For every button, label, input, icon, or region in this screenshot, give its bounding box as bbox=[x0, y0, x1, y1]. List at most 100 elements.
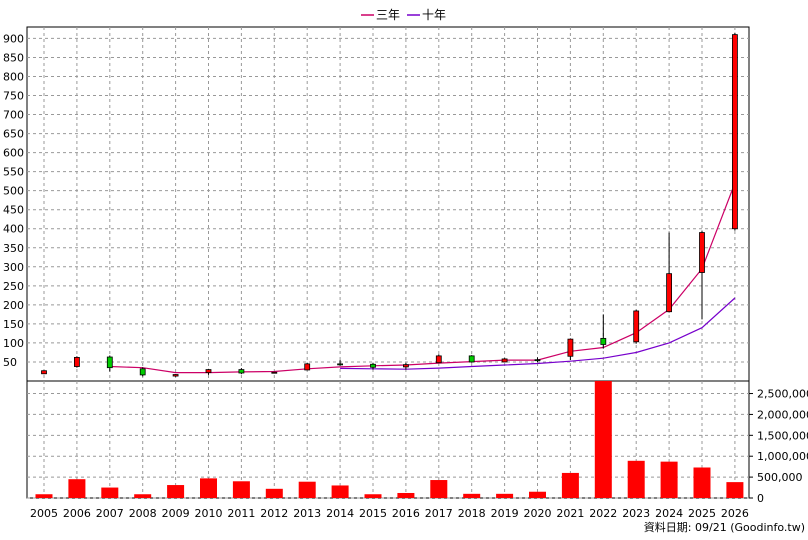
volume-bar bbox=[627, 460, 645, 498]
volume-panel: 0 500,000 1,000,000 1,500,000 2,000,000 2,500… bbox=[26, 380, 808, 505]
price-y-axis: 50 100 150 200 250 300 350 400 450 500 550 600 650 70… bbox=[3, 32, 24, 369]
candle-body bbox=[139, 368, 146, 376]
price-y-tick-label: 100 bbox=[3, 337, 24, 350]
candle-body bbox=[666, 273, 672, 313]
volume-bars bbox=[35, 381, 744, 498]
candlestick bbox=[633, 309, 640, 344]
x-tick-label: 2015 bbox=[359, 507, 387, 520]
x-tick-label: 2021 bbox=[556, 507, 584, 520]
volume-y-tick-label: 2,000,000 bbox=[757, 408, 808, 421]
volume-y-tick-label: 1,500,000 bbox=[757, 429, 808, 442]
legend-label-ten-year: 十年 bbox=[422, 8, 446, 22]
candlestick bbox=[337, 360, 344, 366]
legend: 三年 十年 bbox=[361, 8, 446, 22]
candle-body bbox=[370, 363, 376, 368]
candlestick bbox=[732, 32, 738, 231]
volume-bar bbox=[364, 494, 382, 498]
price-plot-area bbox=[26, 26, 750, 382]
candle-body bbox=[699, 232, 705, 273]
candlestick bbox=[600, 314, 607, 349]
volume-bar bbox=[529, 491, 546, 498]
candle-body bbox=[238, 369, 245, 374]
candlestick bbox=[172, 374, 179, 377]
price-y-tick-label: 50 bbox=[3, 356, 17, 369]
price-y-tick-label: 900 bbox=[3, 32, 24, 45]
volume-bar bbox=[397, 492, 415, 498]
volume-y-axis: 0 500,000 1,000,000 1,500,000 2,000,000 2,500… bbox=[749, 388, 808, 505]
price-y-tick-label: 200 bbox=[3, 299, 24, 312]
price-y-tick-label: 650 bbox=[3, 128, 24, 141]
legend-label-three-year: 三年 bbox=[376, 8, 400, 22]
candle-body bbox=[337, 363, 344, 366]
x-tick-label: 2006 bbox=[63, 507, 91, 520]
volume-bar bbox=[660, 461, 678, 498]
data-date-footer: 資料日期: 09/21 (Goodinfo.tw) bbox=[644, 520, 805, 534]
volume-y-tick-label: 1,000,000 bbox=[757, 450, 808, 463]
candlestick bbox=[74, 356, 80, 368]
price-y-tick-label: 700 bbox=[3, 109, 24, 122]
volume-bar bbox=[265, 488, 283, 498]
price-y-tick-label: 300 bbox=[3, 261, 24, 274]
price-y-tick-label: 600 bbox=[3, 147, 24, 160]
candlestick bbox=[435, 354, 442, 364]
candlestick bbox=[567, 338, 574, 361]
candle-body bbox=[435, 355, 442, 364]
candlestick bbox=[205, 368, 212, 375]
volume-bar bbox=[726, 482, 744, 498]
x-tick-label: 2011 bbox=[227, 507, 255, 520]
x-tick-label: 2022 bbox=[589, 507, 617, 520]
volume-y-tick-label: 2,500,000 bbox=[757, 388, 808, 401]
candlestick bbox=[501, 358, 508, 363]
candle-body bbox=[106, 356, 113, 369]
x-tick-label: 2019 bbox=[491, 507, 519, 520]
x-tick-label: 2026 bbox=[721, 507, 749, 520]
volume-bar bbox=[167, 485, 185, 498]
price-panel: 50 100 150 200 250 300 350 400 450 500 550 600 650 70… bbox=[3, 26, 750, 382]
candle-body bbox=[567, 338, 574, 357]
x-axis: 2005 2006 2007 2008 2009 2010 2011 2012 2013 2014… bbox=[30, 507, 749, 520]
candle-body bbox=[468, 355, 475, 363]
candle-body bbox=[205, 369, 212, 374]
volume-bar bbox=[693, 467, 711, 498]
volume-bar bbox=[430, 480, 448, 498]
volume-bar bbox=[101, 487, 119, 498]
x-tick-label: 2025 bbox=[688, 507, 716, 520]
candle-body bbox=[74, 356, 80, 367]
candlestick bbox=[238, 368, 245, 375]
candlestick bbox=[106, 355, 113, 372]
price-y-tick-label: 550 bbox=[3, 166, 24, 179]
x-tick-label: 2007 bbox=[96, 507, 124, 520]
price-y-tick-label: 450 bbox=[3, 204, 24, 217]
x-tick-label: 2024 bbox=[655, 507, 683, 520]
x-tick-label: 2010 bbox=[195, 507, 223, 520]
x-tick-label: 2017 bbox=[425, 507, 453, 520]
candle-body bbox=[402, 364, 409, 368]
volume-bar bbox=[68, 479, 86, 498]
price-y-tick-label: 800 bbox=[3, 70, 24, 83]
volume-bar bbox=[594, 381, 612, 498]
price-y-tick-label: 750 bbox=[3, 90, 24, 103]
candle-body bbox=[501, 358, 508, 363]
candle-body bbox=[633, 310, 640, 343]
volume-bar bbox=[35, 494, 53, 498]
price-y-tick-label: 250 bbox=[3, 280, 24, 293]
volume-bar bbox=[463, 493, 481, 498]
candlestick bbox=[468, 355, 475, 363]
price-y-tick-label: 350 bbox=[3, 242, 24, 255]
x-tick-label: 2020 bbox=[524, 507, 552, 520]
candle-body bbox=[600, 337, 607, 345]
x-tick-label: 2018 bbox=[458, 507, 486, 520]
price-y-tick-label: 150 bbox=[3, 318, 24, 331]
candle-body bbox=[41, 370, 47, 375]
volume-bar bbox=[561, 472, 579, 498]
candle-body bbox=[534, 359, 541, 362]
price-y-tick-label: 400 bbox=[3, 223, 24, 236]
candlesticks bbox=[41, 32, 738, 377]
volume-bar bbox=[200, 478, 217, 498]
volume-bar bbox=[298, 481, 316, 498]
x-tick-label: 2009 bbox=[162, 507, 190, 520]
candlestick bbox=[304, 362, 311, 371]
volume-bar bbox=[496, 493, 514, 498]
x-tick-label: 2014 bbox=[326, 507, 354, 520]
